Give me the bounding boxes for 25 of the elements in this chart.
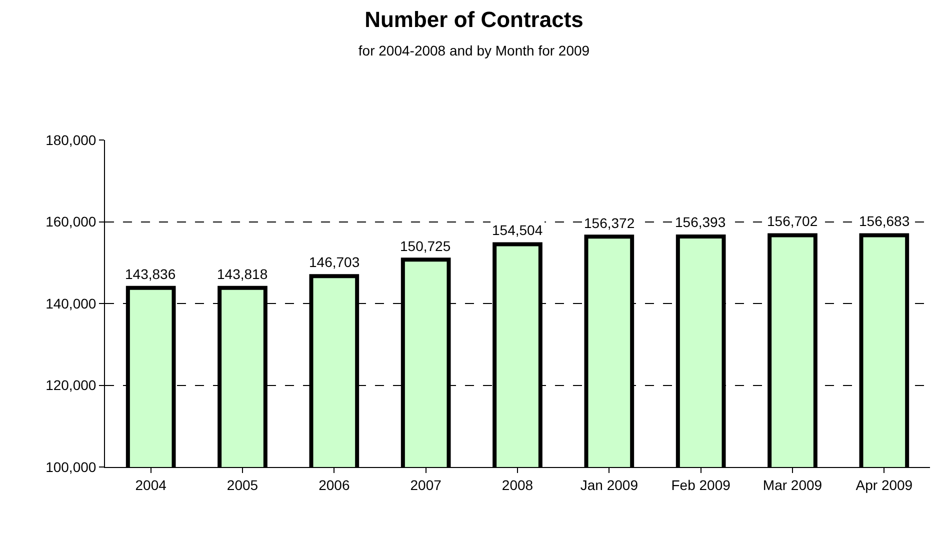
x-tick-label: 2004: [135, 476, 167, 493]
x-tick-label: 2008: [502, 476, 534, 493]
x-tick-label: Feb 2009: [671, 476, 731, 493]
chart-subtitle: for 2004-2008 and by Month for 2009: [358, 42, 590, 58]
data-label: 156,683: [859, 213, 910, 229]
data-label: 143,818: [217, 266, 268, 282]
x-tick-label: 2007: [410, 476, 442, 493]
data-label: 150,725: [400, 238, 451, 254]
x-tick-label: 2006: [318, 476, 350, 493]
data-label: 156,702: [767, 213, 818, 229]
data-label: 146,703: [309, 254, 360, 270]
data-label: 156,372: [584, 215, 635, 231]
y-tick-label: 140,000: [46, 295, 96, 312]
y-tick-label: 100,000: [46, 458, 96, 475]
y-tick-label: 180,000: [46, 132, 96, 148]
x-tick-label: Mar 2009: [762, 476, 822, 493]
data-label: 154,504: [492, 222, 543, 238]
y-tick-label: 160,000: [46, 214, 96, 230]
y-tick-label: 120,000: [46, 377, 96, 394]
data-label: 143,836: [125, 266, 176, 282]
data-label: 156,393: [675, 214, 726, 230]
x-tick-label: 2005: [226, 476, 258, 493]
chart-title: Number of Contracts: [364, 6, 584, 32]
x-tick-label: Jan 2009: [580, 476, 638, 493]
x-tick-label: Apr 2009: [856, 476, 913, 493]
